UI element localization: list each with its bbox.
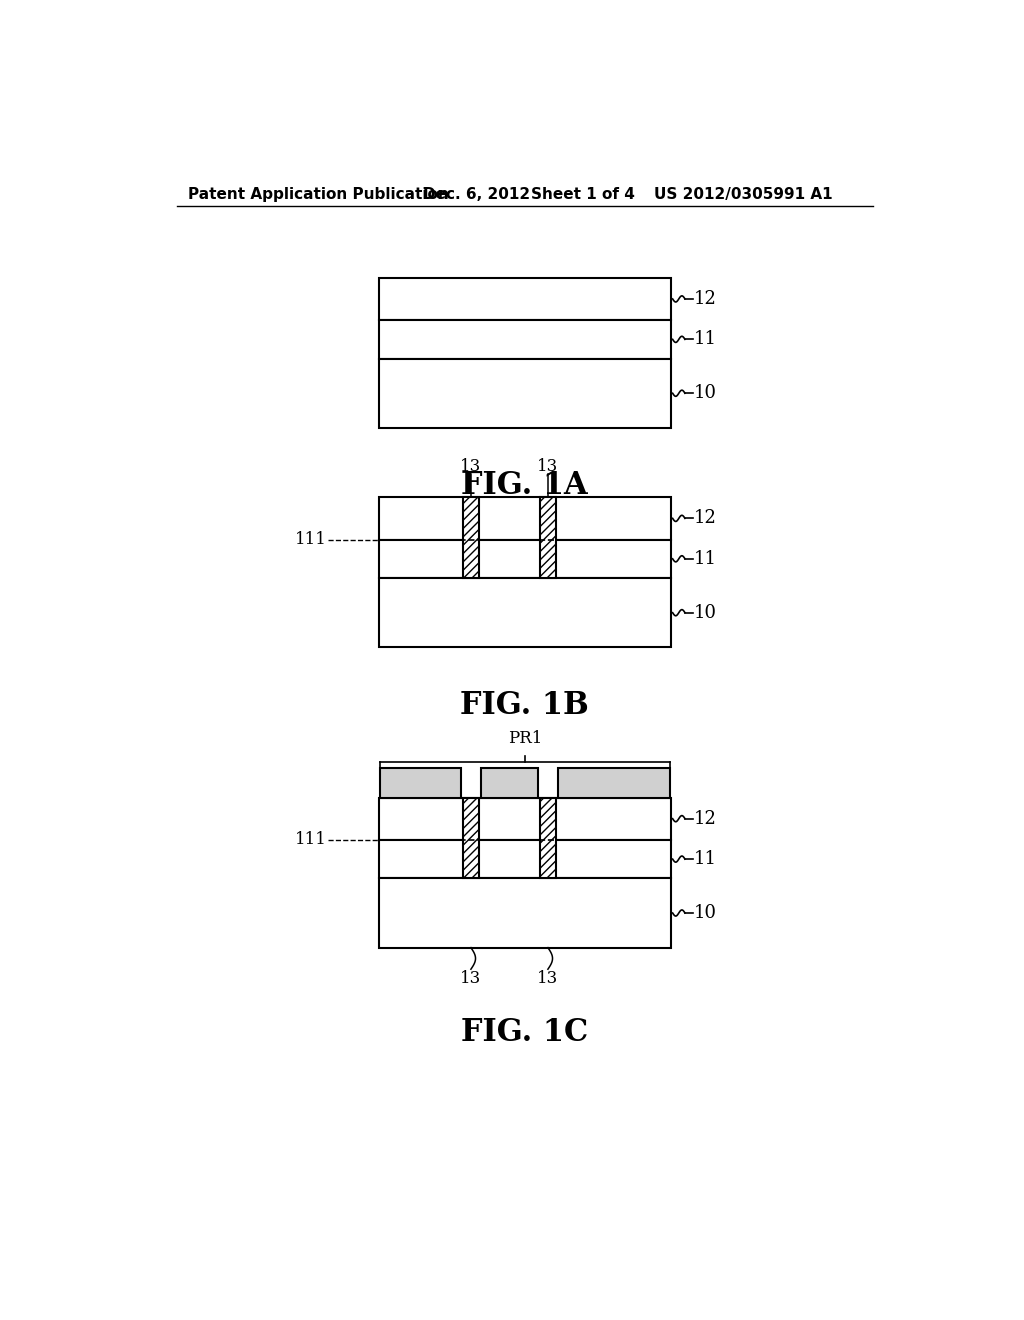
Bar [463, 498, 478, 578]
Bar [541, 797, 556, 878]
Bar [379, 277, 671, 321]
Text: 13: 13 [460, 970, 481, 987]
Bar [558, 768, 670, 797]
Text: FIG. 1C: FIG. 1C [461, 1016, 589, 1048]
Bar [379, 359, 671, 428]
Bar [379, 498, 671, 540]
Bar [463, 797, 478, 878]
Text: 111: 111 [295, 531, 327, 548]
Text: 111: 111 [295, 832, 327, 849]
Bar [379, 797, 671, 840]
Text: 12: 12 [694, 809, 717, 828]
Bar [379, 878, 671, 948]
Text: Patent Application Publication: Patent Application Publication [188, 187, 450, 202]
Text: 13: 13 [538, 970, 558, 987]
Bar [379, 840, 671, 878]
Text: US 2012/0305991 A1: US 2012/0305991 A1 [654, 187, 833, 202]
Bar [541, 498, 556, 578]
Text: FIG. 1B: FIG. 1B [461, 689, 589, 721]
Text: 12: 12 [694, 510, 717, 528]
Text: PR1: PR1 [508, 730, 542, 747]
Text: 11: 11 [694, 330, 717, 348]
Bar [379, 578, 671, 647]
Text: 11: 11 [694, 850, 717, 869]
Bar [380, 768, 461, 797]
Text: Dec. 6, 2012: Dec. 6, 2012 [423, 187, 530, 202]
Text: 13: 13 [538, 458, 558, 475]
Text: 10: 10 [694, 603, 717, 622]
Text: 13: 13 [460, 458, 481, 475]
Text: 10: 10 [694, 384, 717, 403]
Text: FIG. 1A: FIG. 1A [462, 470, 588, 502]
Bar [481, 768, 538, 797]
Text: 12: 12 [694, 290, 717, 308]
Text: 10: 10 [694, 904, 717, 921]
Bar [379, 321, 671, 359]
Bar [379, 540, 671, 578]
Text: Sheet 1 of 4: Sheet 1 of 4 [531, 187, 635, 202]
Text: 11: 11 [694, 550, 717, 568]
